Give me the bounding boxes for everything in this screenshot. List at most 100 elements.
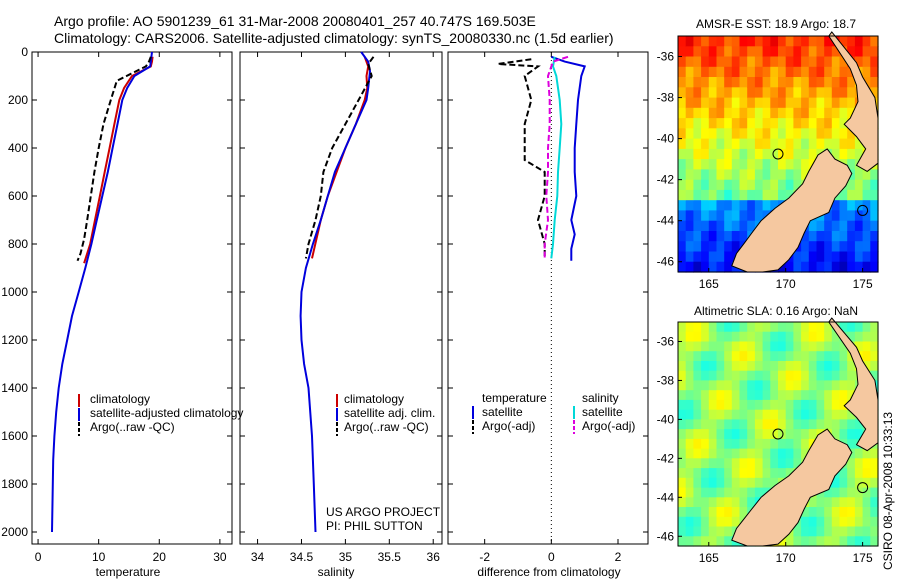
map-cell [870, 66, 879, 78]
map-cell [801, 138, 810, 150]
map-cell [693, 189, 702, 201]
map-cell [839, 87, 848, 99]
map-cell [770, 438, 779, 450]
map-cell [693, 322, 702, 333]
map-cell [708, 331, 718, 342]
map-cell [754, 56, 764, 68]
temperature-xlabel: temperature [96, 565, 161, 579]
map-cell [708, 159, 718, 170]
map-cell [785, 331, 794, 342]
map-cell [801, 261, 810, 273]
map-cell [762, 361, 771, 372]
x-tick-label: 34 [251, 550, 265, 564]
map-cell [839, 526, 848, 537]
map-cell [862, 46, 871, 58]
map-cell [785, 448, 794, 459]
map-cell [716, 148, 725, 160]
map-cell [678, 107, 687, 119]
map-cell [785, 322, 794, 333]
map-cell [762, 66, 771, 78]
map-cell [762, 189, 771, 201]
map-cell [708, 380, 718, 391]
map-cell [754, 477, 764, 489]
map-cell [831, 429, 841, 440]
map-cell [831, 526, 841, 537]
map-cell [716, 399, 725, 411]
map-cell [678, 380, 687, 391]
map-cell [839, 56, 848, 68]
map-cell [724, 159, 733, 170]
map-cell [854, 179, 864, 191]
map-cell [762, 159, 771, 170]
map-cell [839, 477, 848, 489]
map-cell [693, 97, 702, 109]
map-cell [785, 107, 794, 119]
map-cell [731, 468, 741, 479]
map-cell [870, 77, 879, 88]
map-cell [808, 97, 818, 109]
map-cell [693, 241, 702, 253]
map-cell [778, 380, 787, 391]
map-cell [785, 438, 794, 450]
map-cell [824, 487, 833, 498]
map-cell [770, 128, 779, 140]
map-cell [770, 477, 779, 489]
map-cell [678, 507, 687, 518]
map-cell [801, 322, 810, 333]
map-cell [824, 497, 833, 508]
map-cell [754, 429, 764, 440]
map-cell [754, 138, 764, 150]
map-cell [854, 210, 864, 222]
map-cell [724, 200, 733, 212]
temperature-panel [31, 51, 233, 545]
map-cell [708, 370, 718, 381]
map-cell [701, 487, 710, 498]
map-cell [739, 331, 748, 342]
map-cell [747, 36, 756, 47]
map-cell [724, 487, 733, 498]
map-cell [801, 516, 810, 528]
map-cell [701, 200, 710, 212]
map-cell [816, 87, 825, 99]
map-cell [693, 380, 702, 391]
map-cell [685, 66, 694, 78]
map-cell [801, 241, 810, 253]
map-cell [701, 159, 710, 170]
map-cell [754, 148, 764, 160]
map-cell [754, 341, 764, 352]
map-cell [801, 429, 810, 440]
map-y-tick-label: -44 [657, 490, 675, 504]
map-cell [854, 148, 864, 160]
map-cell [831, 341, 841, 352]
map-cell [762, 87, 771, 99]
map-cell [785, 468, 794, 479]
map-cell [778, 87, 787, 99]
map-cell [831, 107, 841, 119]
map-cell [785, 148, 794, 160]
map-cell [862, 468, 871, 479]
map-cell [685, 331, 694, 342]
map-cell [831, 477, 841, 489]
map-cell [716, 200, 725, 212]
map-cell [685, 487, 694, 498]
map-cell [762, 370, 771, 381]
map-cell [801, 66, 810, 78]
map-cell [808, 536, 818, 547]
map-cell [808, 322, 818, 333]
map-cell [847, 390, 856, 401]
map-cell [747, 458, 756, 469]
map-cell [847, 370, 856, 381]
map-cell [701, 351, 710, 362]
legend-label-climatology: climatology [344, 392, 404, 406]
map-cell [678, 169, 687, 181]
map-cell [693, 107, 702, 119]
map-cell [754, 322, 764, 333]
map-cell [762, 169, 771, 181]
map-cell [739, 468, 748, 479]
map-cell [724, 148, 733, 160]
map-cell [862, 200, 871, 212]
map-cell [778, 341, 787, 352]
map-cell [678, 448, 687, 459]
map-cell [847, 468, 856, 479]
map-cell [708, 189, 718, 201]
